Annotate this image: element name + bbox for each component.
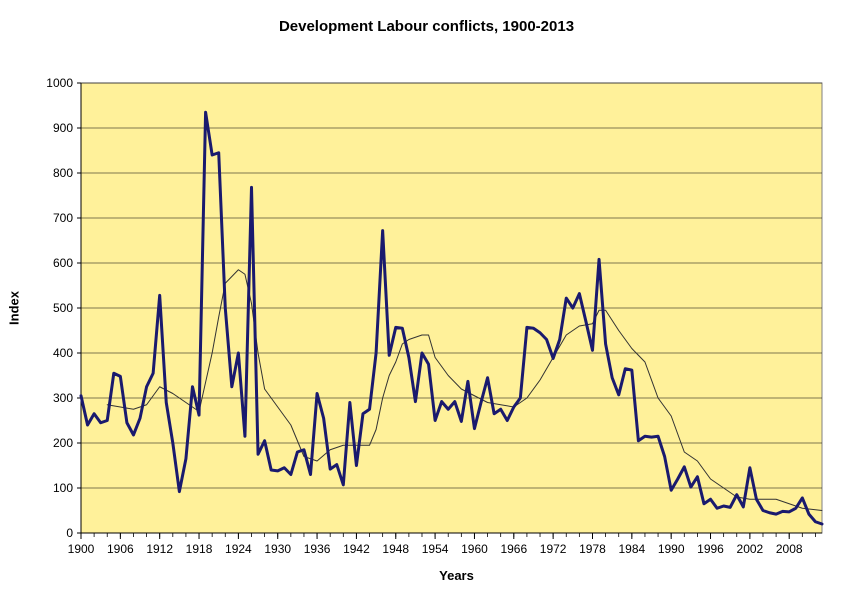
x-tick-label: 1942 xyxy=(343,542,370,556)
x-tick-label: 1990 xyxy=(658,542,685,556)
y-tick-label: 300 xyxy=(53,391,73,405)
y-tick-label: 400 xyxy=(53,346,73,360)
x-tick-label: 1936 xyxy=(304,542,331,556)
y-tick-label: 900 xyxy=(53,121,73,135)
series-line-trend xyxy=(106,269,823,511)
y-tick-label: 800 xyxy=(53,166,73,180)
x-tick-label: 1918 xyxy=(186,542,213,556)
y-tick-label: 200 xyxy=(53,436,73,450)
x-tick-label: 1996 xyxy=(697,542,724,556)
y-tick-label: 0 xyxy=(66,526,73,540)
y-tick-label: 600 xyxy=(53,256,73,270)
x-tick-label: 1960 xyxy=(461,542,488,556)
x-tick-label: 1972 xyxy=(540,542,567,556)
y-tick-label: 100 xyxy=(53,481,73,495)
x-tick-label: 1924 xyxy=(225,542,252,556)
chart-title: Development Labour conflicts, 1900-2013 xyxy=(278,18,575,35)
x-tick-label: 1906 xyxy=(107,542,134,556)
x-axis-label: Years xyxy=(439,568,474,583)
y-tick-label: 700 xyxy=(53,211,73,225)
y-tick-label: 1000 xyxy=(46,76,73,90)
x-tick-label: 1978 xyxy=(579,542,606,556)
y-tick-label: 500 xyxy=(53,301,73,315)
x-tick-label: 1912 xyxy=(146,542,173,556)
x-tick-label: 2008 xyxy=(776,542,803,556)
x-tick-label: 1948 xyxy=(382,542,409,556)
series-line-index xyxy=(79,110,824,526)
x-tick-label: 2002 xyxy=(737,542,764,556)
x-tick-label: 1954 xyxy=(422,542,449,556)
x-tick-label: 1930 xyxy=(264,542,291,556)
x-tick-label: 1900 xyxy=(68,542,95,556)
x-tick-label: 1966 xyxy=(500,542,527,556)
x-tick-label: 1984 xyxy=(618,542,645,556)
